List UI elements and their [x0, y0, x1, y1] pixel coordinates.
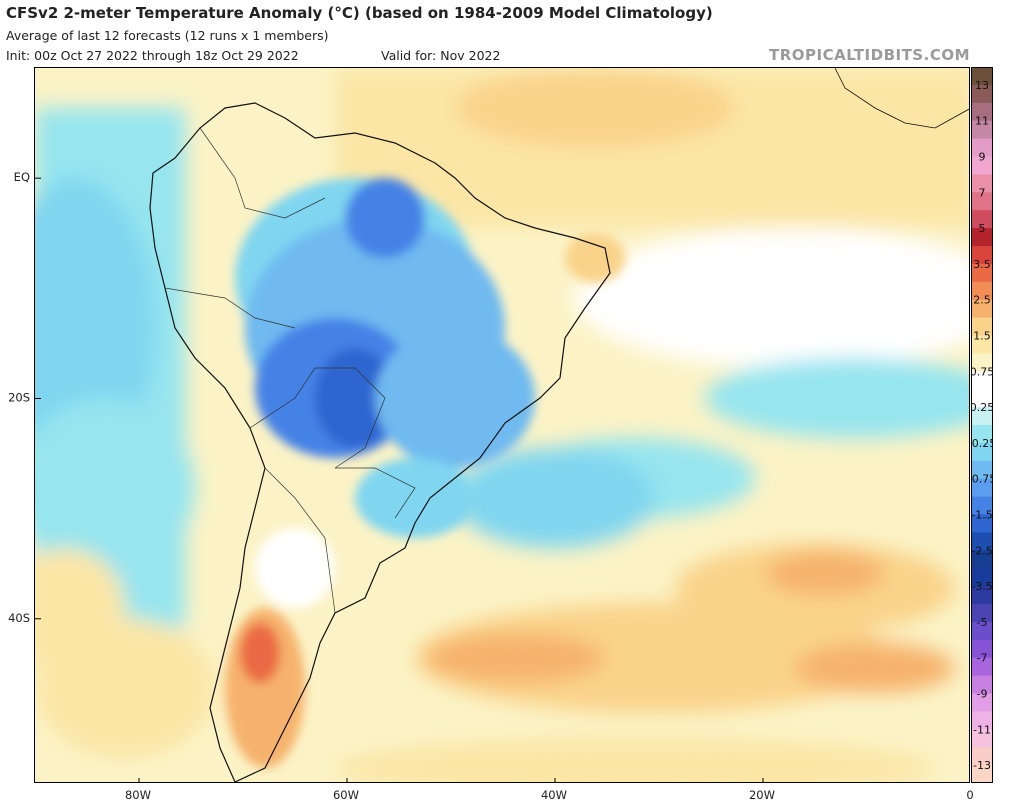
colorbar-swatch [971, 210, 993, 229]
colorbar-swatch [971, 335, 993, 354]
colorbar-label: -7 [977, 652, 988, 665]
colorbar-label: -2.5 [971, 544, 992, 557]
colorbar-swatch [971, 317, 993, 336]
colorbar-swatch [971, 174, 993, 193]
colorbar-label: 0.25 [971, 401, 993, 414]
colorbar-label: 3.5 [973, 258, 991, 271]
colorbar-swatch [971, 407, 993, 426]
x-tick-label: 80W [125, 788, 151, 802]
colorbar-swatch [971, 693, 993, 712]
anomaly-field [35, 68, 969, 782]
colorbar-swatch [971, 747, 993, 766]
colorbar-label: -3.5 [971, 580, 992, 593]
colorbar-label: -5 [977, 616, 988, 629]
colorbar-label: 13 [975, 79, 989, 92]
colorbar-swatch [971, 568, 993, 587]
x-tick-label: 60W [333, 788, 359, 802]
colorbar-swatch [971, 639, 993, 659]
colorbar-swatch [971, 246, 993, 265]
colorbar-swatch [971, 67, 993, 86]
colorbar-swatch [971, 425, 993, 444]
colorbar-label: 0.75 [971, 365, 993, 378]
colorbar-label: -13 [973, 759, 991, 772]
colorbar-label: 1.5 [973, 330, 991, 343]
colorbar-swatch [971, 192, 993, 211]
colorbar-swatch [971, 84, 993, 104]
init-text: Init: 00z Oct 27 2022 through 18z Oct 29… [6, 48, 299, 63]
y-tick-label: EQ [14, 170, 30, 184]
colorbar-swatch [971, 299, 993, 319]
colorbar-swatch [971, 263, 993, 283]
country-borders [164, 127, 416, 614]
colorbar-label: -0.75 [971, 473, 993, 486]
colorbar-label: 2.5 [973, 294, 991, 307]
colorbar-label: 7 [979, 186, 986, 199]
colorbar-swatch [971, 657, 993, 677]
colorbar-swatch [971, 120, 993, 140]
colorbar-swatch [971, 711, 993, 730]
colorbar-swatch [971, 621, 993, 641]
colorbar-swatch [971, 102, 993, 122]
africa-outline [834, 68, 969, 129]
colorbar-swatch [971, 604, 993, 623]
colorbar-swatch [971, 156, 993, 175]
colorbar-swatch [971, 496, 993, 515]
colorbar-border [971, 67, 993, 783]
colorbar-swatch [971, 460, 993, 480]
colorbar-label: 9 [979, 151, 986, 164]
x-tick-label: 40W [541, 788, 567, 802]
colorbar-swatch [971, 442, 993, 462]
valid-text: Valid for: Nov 2022 [381, 48, 501, 63]
colorbar-swatch [971, 389, 993, 408]
colorbar-label: 5 [979, 222, 986, 235]
colorbar-swatch [971, 550, 993, 569]
colorbar: 13 11 9 7 5 3.5 2.5 1.5 0.75 0.25 -0.25 -0.75 -1.5 -2… [971, 67, 993, 783]
brand-watermark: TROPICALTIDBITS.COM [769, 46, 970, 64]
colorbar-label: 11 [975, 115, 989, 128]
colorbar-swatch [971, 532, 993, 551]
x-tick-label: 20W [749, 788, 775, 802]
colorbar-label: -9 [977, 688, 988, 701]
y-tick-label: 20S [8, 390, 30, 404]
colorbar-swatch [971, 765, 993, 783]
subtitle: Average of last 12 forecasts (12 runs x … [6, 28, 329, 43]
south-america-outline [149, 102, 611, 782]
colorbar-swatch [971, 478, 993, 498]
colorbar-swatch [971, 138, 993, 157]
colorbar-swatch [971, 228, 993, 247]
colorbar-label: -11 [973, 723, 991, 736]
colorbar-swatch [971, 371, 993, 390]
colorbar-swatch [971, 514, 993, 533]
colorbar-label: -1.5 [971, 509, 992, 522]
chart-title: CFSv2 2-meter Temperature Anomaly (°C) (… [6, 4, 713, 22]
colorbar-swatch [971, 729, 993, 748]
y-tick-label: 40S [8, 611, 30, 625]
colorbar-swatch [971, 353, 993, 372]
anomaly-map [35, 68, 969, 782]
colorbar-label: -0.25 [971, 437, 993, 450]
colorbar-swatch [971, 675, 993, 694]
x-tick-label: 0 [966, 788, 973, 802]
colorbar-swatch [971, 281, 993, 301]
map-panel[interactable] [34, 67, 970, 783]
colorbar-swatch [971, 586, 993, 605]
